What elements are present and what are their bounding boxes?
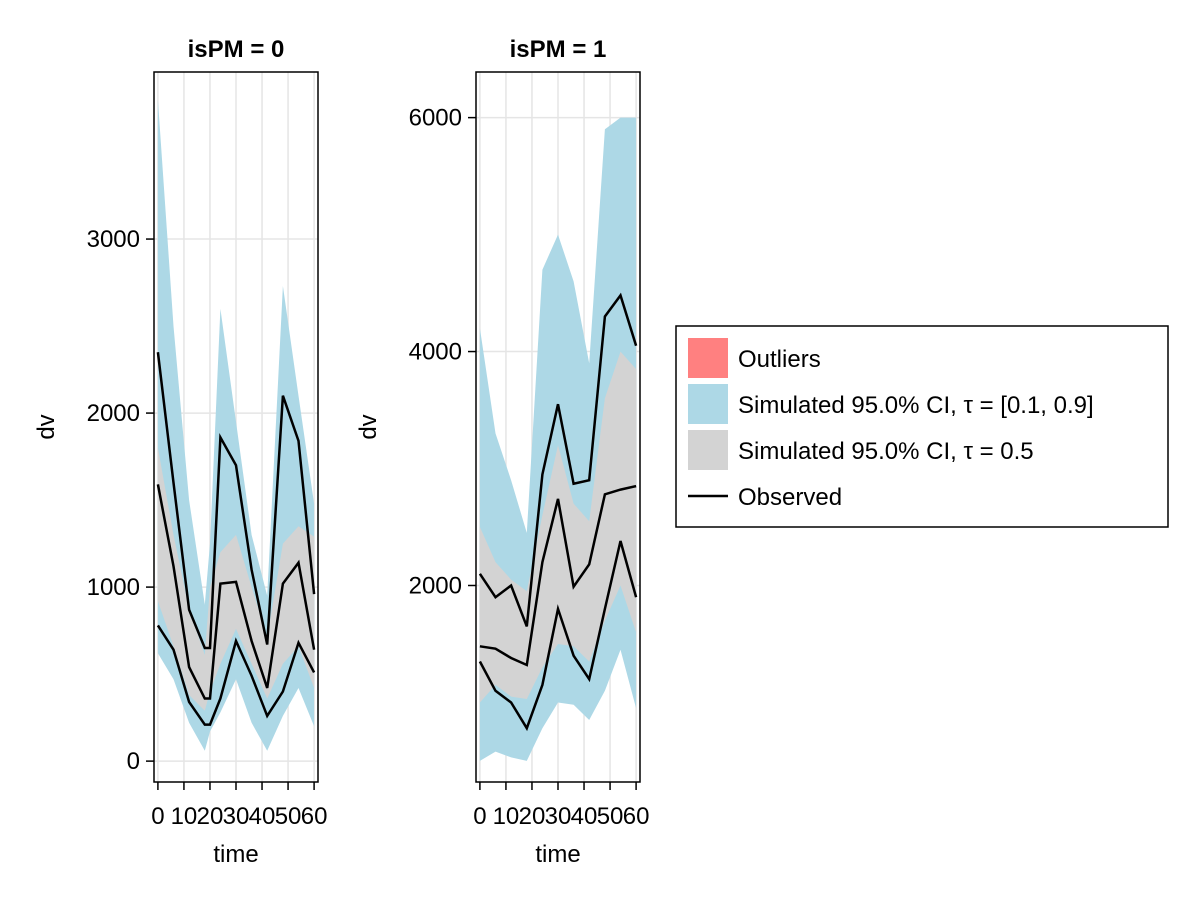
observed-q10-line-ispm-0 — [156, 624, 316, 726]
observed-q90-line-ispm-1 — [478, 292, 638, 627]
x-tick-label-ispm-1-2: 20 — [519, 803, 546, 830]
inner-ci-band-ispm-0 — [157, 447, 315, 711]
observed-q50-line-ispm-0 — [156, 484, 316, 700]
x-axis-label-ispm-1: time — [535, 841, 580, 868]
observed-q50-line-ispm-1 — [479, 484, 637, 667]
ticks-ispm-1: 0 10 20 30 40 50 60 2000 4000 6000 — [409, 105, 650, 830]
x-tick-label-ispm-0-5: 50 — [275, 803, 302, 830]
x-tick-label-ispm-1-3: 30 — [545, 803, 572, 830]
observed-q90-line-ispm-0 — [156, 352, 316, 650]
x-tick-label-ispm-0-4: 40 — [249, 803, 276, 830]
x-tick-label-ispm-1-5: 50 — [597, 803, 624, 830]
x-axis-label-ispm-0: time — [213, 841, 258, 868]
y-tick-label-ispm-1-2: 6000 — [409, 105, 462, 132]
x-tick-label-ispm-0-2: 20 — [197, 803, 224, 830]
inner-ci-band-ispm-1 — [479, 351, 637, 703]
x-tick-label-ispm-0-3: 30 — [223, 803, 250, 830]
y-tick-label-ispm-0-2: 2000 — [87, 400, 140, 427]
bands-ispm-1 — [479, 117, 637, 761]
legend-swatch-outliers — [688, 338, 728, 378]
y-axis-label-ispm-0: dv — [33, 414, 60, 439]
legend: Outliers Simulated 95.0% CI, τ = [0.1, 0… — [675, 325, 1169, 528]
x-tick-label-ispm-0-0: 0 — [151, 803, 164, 830]
lines-ispm-1 — [478, 292, 638, 732]
legend-label-observed: Observed — [738, 484, 842, 511]
x-tick-label-ispm-1-6: 60 — [623, 803, 650, 830]
legend-frame — [675, 325, 1169, 528]
x-tick-label-ispm-0-1: 10 — [171, 803, 198, 830]
ticks-ispm-0: 0 10 20 30 40 50 60 0 1000 2000 3000 — [87, 226, 328, 830]
outer-ci-band-ispm-0 — [157, 99, 315, 751]
legend-swatch-inner-ci — [688, 430, 728, 470]
bands-ispm-0 — [157, 99, 315, 751]
lines-ispm-0 — [156, 352, 316, 726]
observed-q10-line-ispm-1 — [478, 540, 638, 732]
panel-title-ispm-1: isPM = 1 — [510, 36, 607, 63]
legend-label-outliers: Outliers — [738, 346, 821, 373]
panel-title-ispm-0: isPM = 0 — [188, 36, 285, 63]
y-tick-label-ispm-0-0: 0 — [127, 748, 140, 775]
legend-label-inner-ci: Simulated 95.0% CI, τ = 0.5 — [738, 438, 1034, 465]
legend-label-outer-ci: Simulated 95.0% CI, τ = [0.1, 0.9] — [738, 392, 1094, 419]
y-axis-label-ispm-1: dv — [355, 414, 382, 439]
x-tick-label-ispm-1-1: 10 — [493, 803, 520, 830]
legend-swatch-outer-ci — [688, 384, 728, 424]
y-tick-label-ispm-0-1: 1000 — [87, 574, 140, 601]
x-tick-label-ispm-0-6: 60 — [301, 803, 328, 830]
x-tick-label-ispm-1-0: 0 — [473, 803, 486, 830]
y-tick-label-ispm-1-0: 2000 — [409, 572, 462, 599]
panel-ispm-0: isPM = 0 0 10 20 30 40 50 60 0 1000 2000 3000 time… — [33, 36, 327, 868]
x-tick-label-ispm-1-4: 40 — [571, 803, 598, 830]
y-tick-label-ispm-0-3: 3000 — [87, 226, 140, 253]
y-tick-label-ispm-1-1: 4000 — [409, 339, 462, 366]
